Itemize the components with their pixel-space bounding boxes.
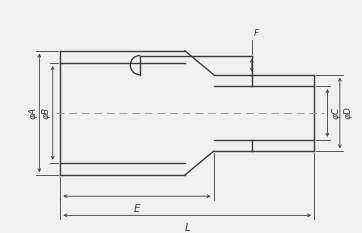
Text: φC: φC (331, 107, 340, 119)
Text: φB: φB (42, 107, 51, 119)
Text: φA: φA (29, 107, 37, 119)
Text: φD: φD (344, 106, 353, 119)
Text: L: L (184, 223, 190, 233)
Text: F: F (254, 29, 259, 38)
Text: E: E (134, 204, 140, 214)
